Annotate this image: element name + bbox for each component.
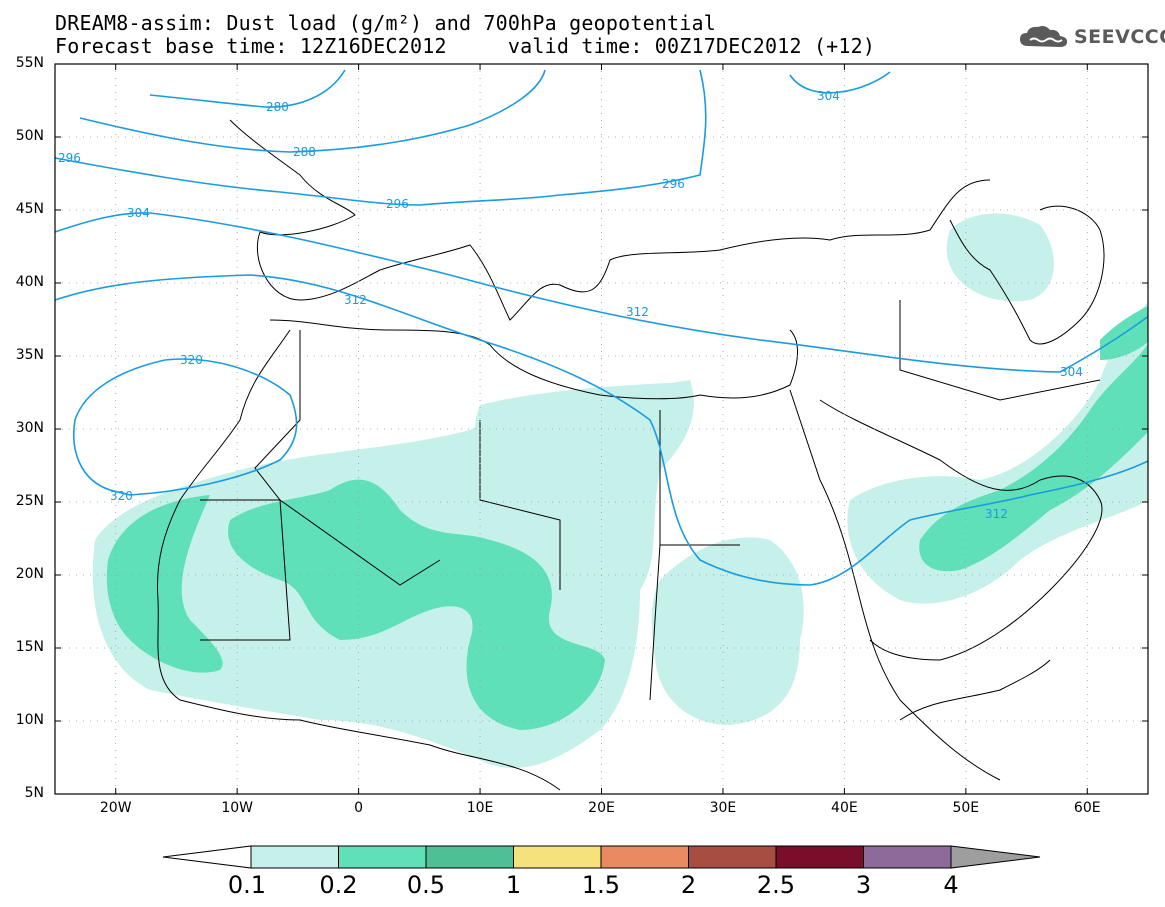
colorbar-label: 1 — [505, 871, 522, 899]
logo-text: SEEVCCC — [1074, 26, 1165, 48]
colorbar-box — [338, 845, 427, 869]
contour-label: 320 — [180, 353, 203, 367]
lat-tick-label: 45N — [15, 201, 44, 217]
contour-label: 312 — [626, 305, 649, 319]
colorbar-box — [600, 845, 689, 869]
lon-tick-label: 50E — [952, 800, 980, 816]
lon-tick-label: 30E — [709, 800, 737, 816]
colorbar-label: 2.5 — [756, 871, 796, 899]
contour-288 — [79, 69, 546, 153]
contour-312 — [55, 274, 1148, 586]
contour-320 — [73, 358, 298, 496]
axis-ticks — [55, 63, 1148, 795]
lat-tick-label: 5N — [24, 785, 44, 801]
lat-tick-label: 50N — [15, 128, 44, 144]
contour-label: 296 — [58, 151, 81, 165]
contour-304-north — [789, 71, 891, 94]
border-iran — [899, 300, 1101, 401]
contour-label: 320 — [110, 489, 133, 503]
cloud-icon — [1020, 26, 1068, 47]
border-libya — [479, 420, 561, 590]
lon-tick-label: 40E — [831, 800, 858, 816]
logo: SEEVCCC — [1018, 24, 1165, 50]
coast-europe — [229, 119, 991, 321]
border-mali — [200, 499, 291, 641]
contour-label: 288 — [293, 145, 316, 159]
contour-296 — [55, 69, 707, 206]
dust-level-0.1-caspian — [946, 213, 1054, 302]
colorbar-box — [250, 845, 339, 869]
contour-label: 304 — [817, 89, 840, 103]
contour-label: 296 — [662, 177, 685, 191]
dust-level-0.1-libya-east — [474, 382, 694, 497]
title-line-2: Forecast base time: 12Z16DEC2012 valid t… — [55, 34, 876, 58]
lat-tick-label: 15N — [15, 639, 44, 655]
colorbar-low-end — [162, 845, 252, 869]
colorbar-box — [863, 845, 952, 869]
lon-tick-label: 0 — [354, 800, 364, 816]
colorbar-label: 0.2 — [319, 871, 358, 899]
lon-tick-label: 60E — [1073, 800, 1101, 816]
contour-label: 304 — [127, 206, 150, 220]
colorbar-label: 0.1 — [227, 871, 267, 899]
contour-label: 312 — [344, 293, 367, 307]
lon-tick-label: 10E — [466, 800, 494, 816]
lat-tick-label: 35N — [15, 347, 44, 363]
border-caspian — [949, 205, 1105, 345]
geopotential-contours — [55, 69, 1148, 586]
title-line-1: DREAM8-assim: Dust load (g/m²) and 700hP… — [55, 11, 717, 35]
colorbar-high-end — [950, 845, 1041, 869]
colorbar — [162, 845, 1041, 869]
lat-tick-label: 30N — [15, 420, 44, 436]
colorbar-box — [425, 845, 514, 869]
border-sudan — [649, 544, 661, 701]
contour-label: 296 — [386, 197, 409, 211]
lat-tick-label: 20N — [15, 566, 44, 582]
colorbar-label: 0.5 — [406, 871, 446, 899]
coast-west-africa — [156, 329, 561, 791]
border-algeria — [254, 330, 441, 586]
colorbar-label: 3 — [855, 871, 872, 899]
colorbar-label: 2 — [680, 871, 697, 899]
contour-labels: 280 288 296 296 296 304 304 304 312 312 … — [58, 89, 1083, 521]
dust-level-0.2-west — [106, 495, 223, 673]
grid-lines — [55, 64, 1148, 794]
lat-tick-label: 40N — [15, 274, 44, 290]
colorbar-box — [513, 845, 602, 869]
contour-280 — [149, 69, 346, 108]
coast-red-sea — [789, 389, 1001, 781]
coast-arabia — [819, 399, 1103, 661]
dust-level-0.2-central — [228, 479, 605, 730]
colorbar-box — [688, 845, 777, 869]
contour-label: 312 — [985, 507, 1008, 521]
dust-level-0.2-arabia — [919, 343, 1148, 572]
contour-label: 304 — [1060, 365, 1083, 379]
colorbar-box — [775, 845, 864, 869]
contour-304 — [55, 212, 1148, 373]
colorbar-label: 1.5 — [581, 871, 621, 899]
lat-tick-label: 10N — [15, 712, 44, 728]
coast-horn — [899, 659, 1051, 721]
dust-fields — [92, 213, 1148, 769]
dust-level-0.1-sudan — [651, 537, 804, 725]
coastlines — [156, 119, 1105, 791]
lat-tick-label: 55N — [15, 55, 44, 71]
contour-label: 280 — [266, 100, 289, 114]
lon-tick-label: 20E — [588, 800, 615, 816]
coast-north-africa — [269, 319, 798, 400]
lon-tick-label: 10W — [221, 800, 253, 816]
dust-level-0.1-arabia — [847, 302, 1148, 604]
lon-tick-label: 20W — [99, 800, 132, 816]
colorbar-label: 4 — [943, 871, 959, 899]
lat-tick-label: 25N — [15, 493, 44, 509]
